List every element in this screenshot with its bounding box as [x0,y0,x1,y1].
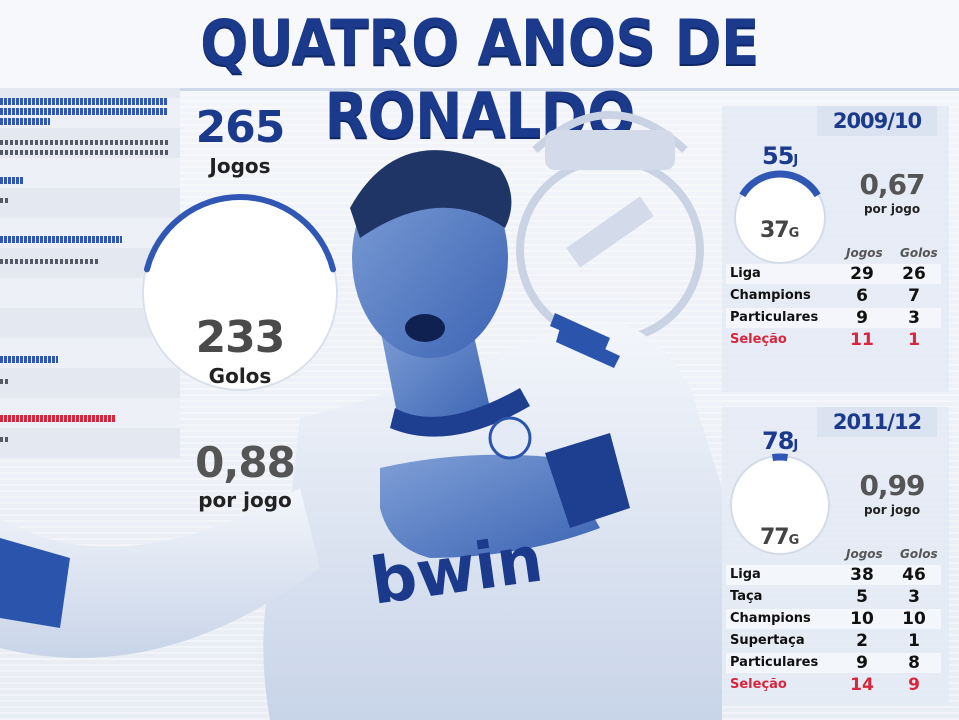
bar-blue [0,98,168,105]
season-ring [730,455,830,555]
bar-blue [0,236,122,243]
season-rate-value: 0,99 [859,469,925,502]
stats-row: Particulares 9 8 [726,653,941,673]
row-jogos: 9 [856,308,868,328]
row-golos: 10 [902,609,926,629]
bar-grey [0,198,8,203]
stats-row: Supertaça 2 1 [726,631,941,651]
season-jogos-value: 55 [762,142,794,170]
season-golos-suffix: G [788,533,800,548]
stats-row: Champions 10 10 [726,609,941,629]
stats-row: Seleção 11 1 [726,330,941,350]
row-jogos: 6 [856,286,868,306]
row-label: Liga [730,266,761,281]
row-label: Champions [730,288,811,303]
season-golos-value: 37 [760,218,790,243]
row-label: Seleção [730,332,787,347]
total-rate-value: 0,88 [195,438,296,487]
stats-row: Liga 38 46 [726,565,941,585]
season-jogos: 55J [762,142,798,170]
row-label: Taça [730,589,763,604]
bar-blue [0,118,50,125]
row-label: Champions [730,611,811,626]
stats-row: Liga 29 26 [726,264,941,284]
row-jogos: 9 [856,653,868,673]
bar-grey [0,150,168,155]
season-panel-2009-10: 2009/10 55J 37G 0,67 por jogo Jogos Golo… [722,106,949,392]
row-golos: 9 [908,675,920,695]
col-jogos: Jogos [846,547,883,561]
goals-ring-arc [143,194,337,273]
season-jogos-suffix: J [793,438,798,453]
row-jogos: 2 [856,631,868,651]
row-label: Supertaça [730,633,805,648]
bar-red [0,415,116,422]
bar-grey [0,379,8,384]
season-jogos-value: 78 [762,427,794,455]
player-photo: bwin [0,150,722,720]
season-panel-2011-12: 2011/12 78J 77G 0,99 por jogo Jogos Golo… [722,407,949,705]
bar-blue [0,108,168,115]
row-golos: 8 [908,653,920,673]
total-jogos-value: 265 [195,102,286,153]
season-rate-value: 0,67 [859,168,925,201]
season-title: 2011/12 [817,407,937,437]
bar-blue [0,177,24,184]
total-golos-label: Golos [208,364,272,388]
total-jogos-label: Jogos [209,154,271,178]
row-jogos: 38 [850,565,874,585]
season-ring-arc [739,170,821,198]
row-golos: 7 [908,286,920,306]
row-golos: 1 [908,330,920,350]
row-label: Particulares [730,310,819,325]
stats-row: Taça 5 3 [726,587,941,607]
row-golos: 3 [908,587,920,607]
stats-row: Champions 6 7 [726,286,941,306]
row-golos: 1 [908,631,920,651]
season-golos: 77G [760,525,800,550]
season-ring-arc [771,453,789,462]
col-golos: Golos [900,547,938,561]
season-jogos-suffix: J [793,153,798,168]
row-golos: 26 [902,264,926,284]
season-golos-value: 77 [760,525,790,550]
stats-row: Seleção 14 9 [726,675,941,695]
bar-blue [0,356,58,363]
bar-grey [0,140,168,145]
row-jogos: 10 [850,609,874,629]
season-golos-suffix: G [788,226,800,241]
bar-grey [0,259,98,264]
row-label: Liga [730,567,761,582]
goals-ring [142,195,338,391]
row-label: Particulares [730,655,819,670]
stats-row: Particulares 9 3 [726,308,941,328]
season-rate-label: por jogo [863,202,921,216]
bar-grey [0,437,8,442]
total-rate-label: por jogo [198,488,292,512]
row-jogos: 5 [856,587,868,607]
col-golos: Golos [900,246,938,260]
row-jogos: 29 [850,264,874,284]
title-band: QUATRO ANOS DE RONALDO [0,0,959,152]
season-rate-label: por jogo [863,503,921,517]
row-label: Seleção [730,677,787,692]
row-golos: 46 [902,565,926,585]
col-jogos: Jogos [846,246,883,260]
season-jogos: 78J [762,427,798,455]
row-jogos: 14 [850,675,874,695]
season-golos: 37G [760,218,800,243]
row-jogos: 11 [850,330,874,350]
season-title: 2009/10 [817,106,937,136]
total-golos-value: 233 [195,312,286,363]
row-golos: 3 [908,308,920,328]
